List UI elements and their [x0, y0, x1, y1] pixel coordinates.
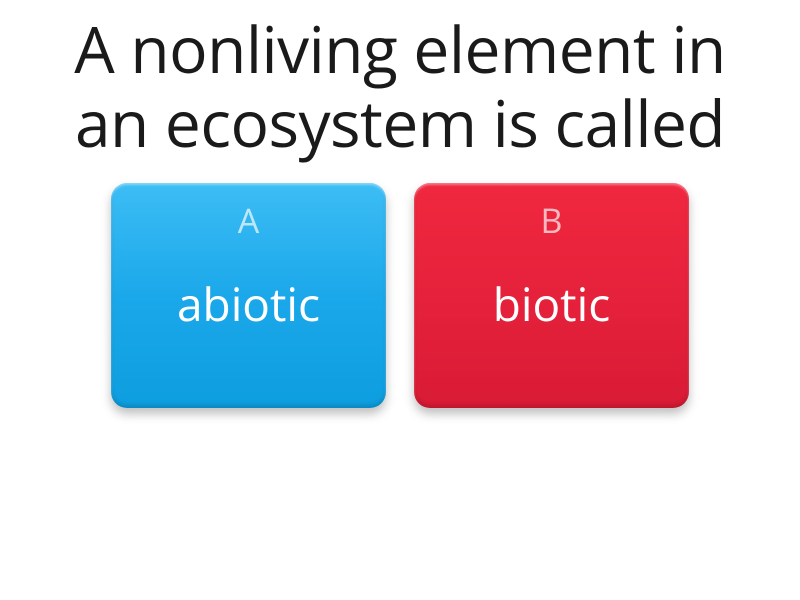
options-container: A abiotic B biotic: [111, 183, 689, 408]
option-b-card[interactable]: B biotic: [414, 183, 689, 408]
option-a-text: abiotic: [177, 273, 320, 335]
question-text: A nonliving element in an ecosystem is c…: [0, 0, 800, 179]
option-a-letter: A: [238, 197, 260, 243]
option-b-letter: B: [541, 197, 563, 243]
option-b-text: biotic: [493, 273, 610, 335]
option-a-card[interactable]: A abiotic: [111, 183, 386, 408]
